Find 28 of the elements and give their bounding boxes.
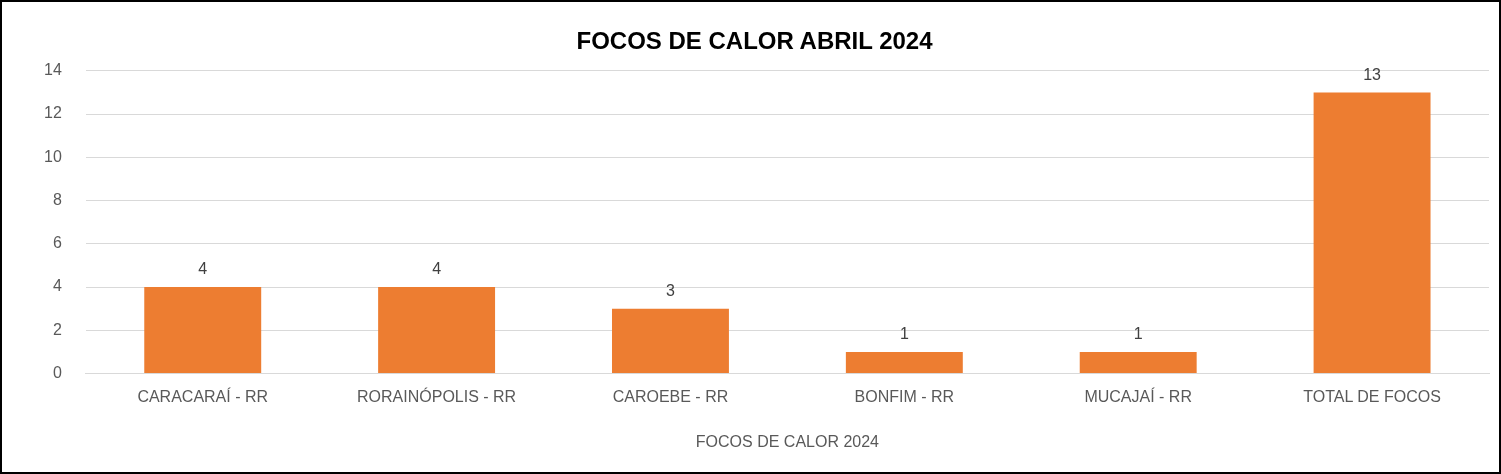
x-tick-label: TOTAL DE FOCOS — [1303, 387, 1441, 405]
bar — [378, 287, 496, 374]
x-tick-label: RORAINÓPOLIS - RR — [357, 386, 517, 405]
y-tick-label: 12 — [44, 104, 62, 122]
y-tick-label: 0 — [52, 364, 62, 382]
data-label: 3 — [666, 282, 676, 300]
data-label: 4 — [432, 260, 442, 278]
bar — [1079, 351, 1197, 374]
y-tick-label: 10 — [44, 147, 62, 165]
x-axis-title: FOCOS DE CALOR 2024 — [695, 432, 880, 450]
bar — [1313, 92, 1431, 374]
y-tick-label: 6 — [52, 234, 62, 252]
y-tick-label: 14 — [44, 61, 62, 79]
bar — [845, 351, 963, 374]
y-tick-label: 8 — [52, 190, 62, 208]
x-tick-label: CAROEBE - RR — [612, 387, 729, 405]
x-tick-label: CARACARAÍ - RR — [137, 386, 269, 405]
data-label: 1 — [1133, 325, 1143, 343]
bar — [144, 287, 262, 374]
data-label: 4 — [198, 260, 208, 278]
y-tick-label: 2 — [52, 320, 62, 338]
x-tick-label: BONFIM - RR — [854, 387, 955, 405]
chart-title: FOCOS DE CALOR ABRIL 2024 — [576, 27, 934, 55]
data-label: 13 — [1363, 65, 1382, 83]
y-tick-label: 4 — [52, 277, 62, 295]
data-label: 1 — [899, 325, 909, 343]
x-tick-label: MUCAJAÍ - RR — [1084, 386, 1192, 405]
bar — [612, 308, 729, 374]
